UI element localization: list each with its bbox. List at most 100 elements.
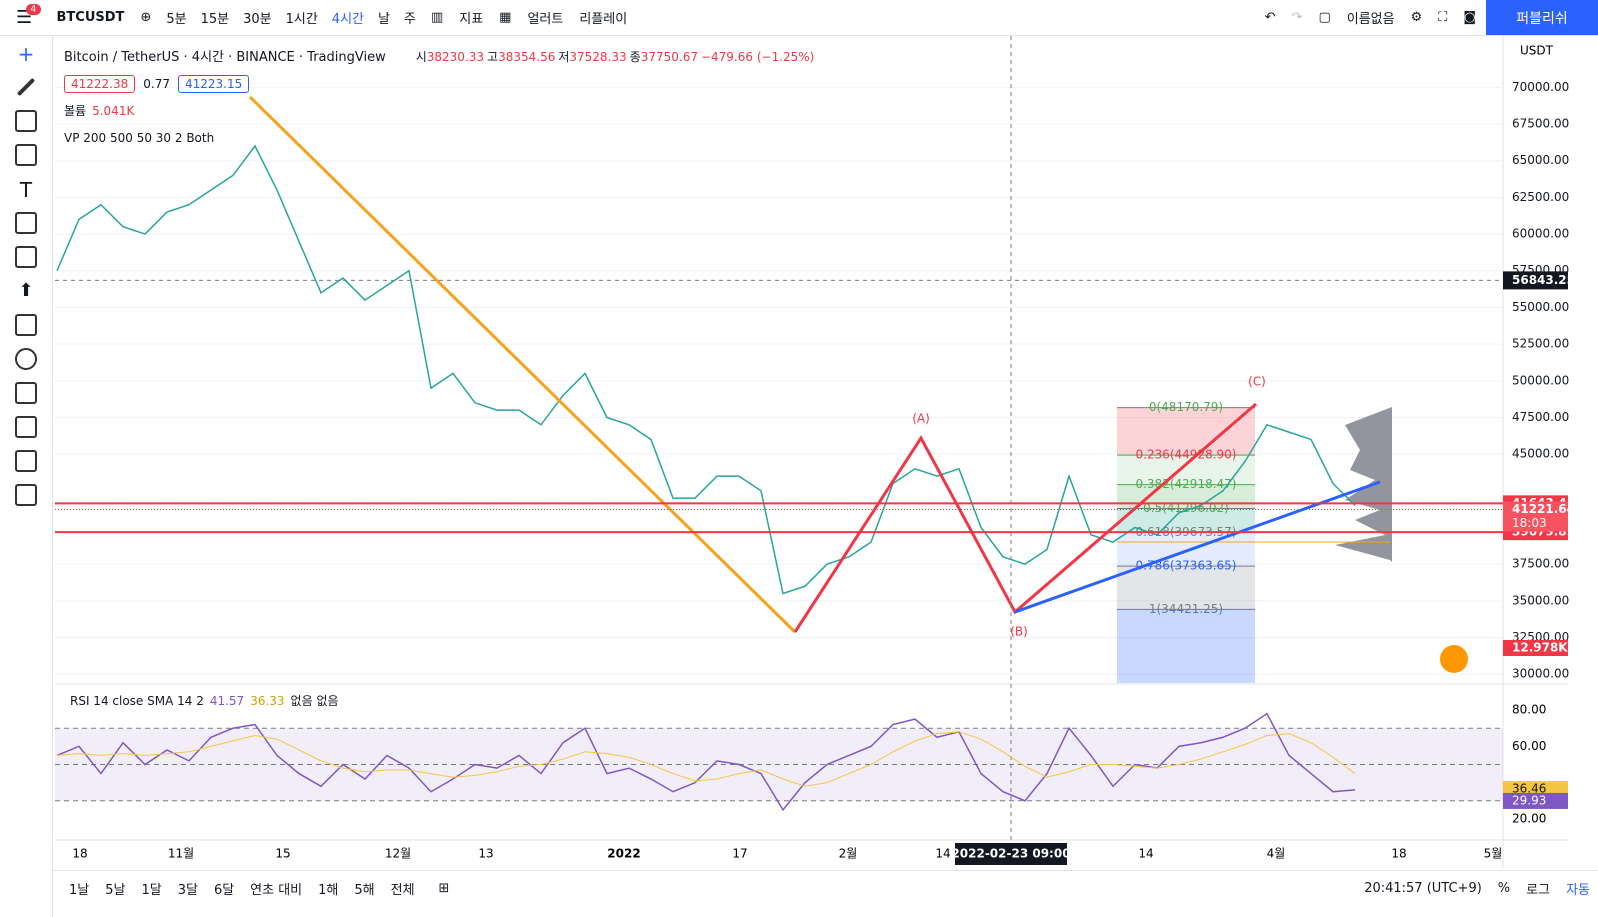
ohlc-value: 37750.67	[640, 50, 698, 64]
rsi-tag	[1503, 792, 1568, 809]
arrow-tool[interactable]: ⬆	[18, 280, 34, 301]
y-tick-label: 20.00	[1512, 811, 1546, 825]
bid[interactable]: 41222.38	[64, 75, 136, 93]
change: −479.66 (−1.25%)	[700, 50, 815, 64]
interval[interactable]: 30분	[243, 12, 272, 27]
alert[interactable]: 얼러트	[527, 12, 564, 27]
crosshair-time: 2022-02-23 09:00	[951, 847, 1070, 861]
measure-tool[interactable]	[15, 314, 37, 336]
range[interactable]: 1달	[141, 883, 162, 898]
pattern-tool[interactable]	[15, 212, 37, 234]
fullscreen[interactable]: ⛶	[1438, 10, 1448, 25]
countdown: 18:03	[1512, 516, 1547, 530]
rsi-line	[56, 712, 1356, 812]
range[interactable]: 6달	[213, 883, 235, 898]
fib-label: 0.382(42918.47)	[1136, 477, 1237, 491]
volume-key: 볼륨	[64, 104, 87, 118]
layout[interactable]: ▢	[1318, 10, 1331, 25]
currency: USDT	[1520, 44, 1554, 58]
log[interactable]: 로그	[1526, 883, 1551, 898]
range[interactable]: 연초 대비	[250, 883, 303, 898]
chart-type[interactable]: ▥	[430, 10, 444, 25]
forecast-tool[interactable]	[15, 246, 37, 268]
x-tick-label: 4월	[1267, 847, 1286, 861]
y-tick-label: 30000.00	[1512, 667, 1569, 681]
redo[interactable]: ↷	[1291, 10, 1303, 25]
percent[interactable]: %	[1497, 881, 1511, 896]
range[interactable]: 5날	[105, 883, 126, 898]
delete-tool[interactable]	[15, 484, 37, 506]
ohlc-key: 고	[487, 50, 499, 64]
symbol[interactable]: BTCUSDT	[56, 10, 125, 25]
ask[interactable]: 41223.15	[177, 75, 250, 93]
zoom-tool[interactable]	[15, 348, 37, 370]
interval[interactable]: 주	[403, 12, 416, 27]
replay[interactable]: 리플레이	[579, 12, 628, 27]
interval[interactable]: 15분	[200, 12, 230, 27]
layout-name[interactable]: 이름없음	[1346, 12, 1395, 27]
publish-button[interactable]: 퍼블리쉬	[1486, 0, 1598, 35]
indicators[interactable]: 지표	[459, 12, 484, 27]
y-tick-label: 60000.00	[1512, 227, 1569, 241]
fib-label: 0.5(41296.02)	[1143, 501, 1229, 515]
range[interactable]: 1날	[69, 883, 90, 898]
intervals: 5분 15분 30분 1시간 4시간 날 주	[159, 8, 423, 27]
templates[interactable]: ▦	[499, 10, 512, 25]
abc-pattern	[793, 402, 1257, 633]
ohlc-key: 종	[629, 50, 641, 64]
undo[interactable]: ↶	[1264, 10, 1276, 25]
brush-tool[interactable]	[15, 144, 37, 166]
rsi-legend-part: RSI 14 close SMA 14 2	[70, 694, 204, 708]
trend-line	[248, 95, 797, 634]
crosshair-price: 56843.25	[1512, 273, 1575, 287]
clock: 20:41:57 (UTC+9)	[1364, 881, 1482, 896]
text-tool[interactable]: T	[19, 178, 33, 202]
cursor-tool[interactable]: +	[17, 42, 35, 66]
y-tick-label: 37500.00	[1512, 557, 1569, 571]
volume-label: 12.978K	[1512, 641, 1568, 655]
range[interactable]: 5해	[354, 883, 375, 898]
legend-row: 41222.38 0.77 41223.15	[64, 71, 814, 98]
interval[interactable]: 4시간	[331, 12, 364, 27]
interval[interactable]: 5분	[166, 12, 187, 27]
x-tick-label: 14	[1138, 847, 1153, 861]
x-tick-label: 13	[478, 847, 493, 861]
legend-row: VP 200 500 50 30 2 Both	[64, 125, 814, 152]
legend-row: Bitcoin / TetherUS · 4시간 · BINANCE · Tra…	[64, 44, 814, 71]
wave-label: (C)	[1248, 375, 1266, 389]
x-tick-label: 2월	[839, 847, 858, 861]
x-tick-label: 2022	[607, 847, 640, 861]
interval[interactable]: 날	[378, 12, 390, 27]
interval[interactable]: 1시간	[285, 12, 318, 27]
settings[interactable]: ⚙	[1410, 10, 1423, 25]
price-line	[56, 144, 1356, 595]
y-tick-label: 45000.00	[1512, 447, 1569, 461]
scroll-button[interactable]	[1440, 645, 1468, 673]
auto[interactable]: 자동	[1566, 883, 1590, 898]
y-tick-label: 47500.00	[1512, 410, 1569, 424]
x-tick-label: 18	[1391, 847, 1406, 861]
add-symbol[interactable]: ⊕	[140, 10, 152, 25]
range[interactable]: 1해	[318, 883, 339, 898]
rsi-value: 29.93	[1512, 793, 1546, 807]
fib-label: 0.786(37363.65)	[1136, 559, 1237, 573]
range[interactable]: 3달	[177, 883, 198, 898]
x-tick-label: 12월	[385, 847, 411, 861]
fib-label: 0(48170.79)	[1149, 400, 1223, 414]
goto-date[interactable]: ⊞	[438, 881, 450, 896]
snapshot[interactable]: ◙	[1463, 10, 1476, 25]
magnet-tool[interactable]	[15, 382, 37, 404]
lock-tool[interactable]	[15, 416, 37, 438]
ranges: 1날 5날 1달 3달 6달 연초 대비 1해 5해 전체	[61, 879, 423, 898]
y-tick-label: 60.00	[1512, 739, 1546, 753]
vp-label: VP 200 500 50 30 2 Both	[64, 131, 215, 145]
hide-tool[interactable]	[15, 450, 37, 472]
fib-tool[interactable]	[15, 110, 37, 132]
price-axis-bg	[1503, 36, 1568, 870]
fib-zone	[1117, 532, 1255, 567]
rsi-legend-part: 41.57	[210, 694, 244, 708]
trendline-tool[interactable]	[16, 77, 36, 97]
range[interactable]: 전체	[390, 883, 415, 898]
